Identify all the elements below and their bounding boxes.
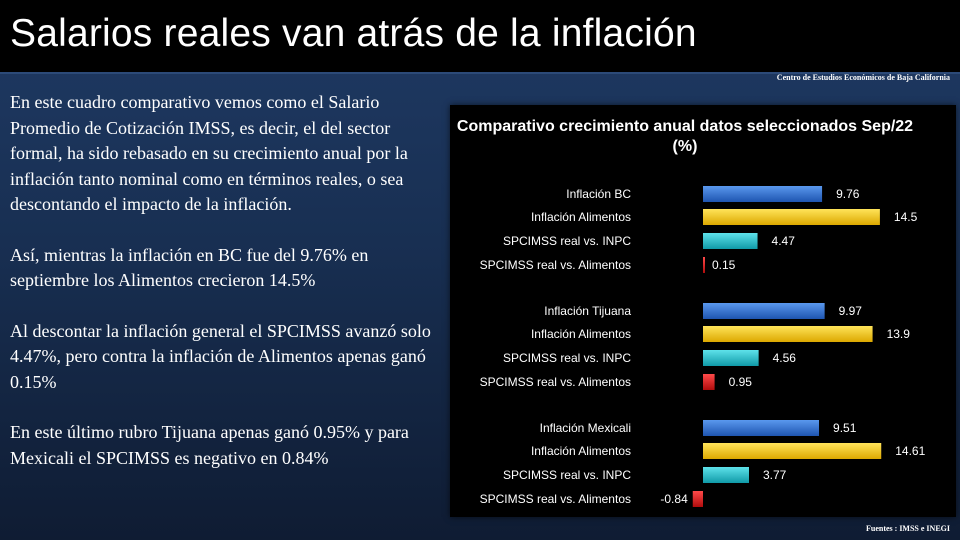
bar (703, 443, 882, 459)
category-label: SPCIMSS real vs. INPC (503, 234, 631, 248)
category-label: Inflación Alimentos (531, 210, 631, 224)
data-label: 9.76 (836, 187, 860, 201)
commentary-paragraph: En este cuadro comparativo vemos como el… (10, 92, 408, 214)
bar (703, 467, 749, 483)
bar (703, 350, 759, 366)
data-label: 0.15 (712, 258, 736, 272)
data-label: 14.61 (895, 444, 925, 458)
bar (703, 233, 758, 249)
commentary-paragraph: Así, mientras la inflación en BC fue del… (10, 244, 369, 291)
source-credit-bottom: Fuentes : IMSS e INEGI (865, 524, 950, 533)
commentary-text: En este cuadro comparativo vemos como el… (10, 90, 435, 496)
category-label: Inflación Alimentos (531, 444, 631, 458)
category-label: SPCIMSS real vs. Alimentos (480, 258, 631, 272)
commentary-paragraph: En este último rubro Tijuana apenas ganó… (10, 422, 409, 468)
bar (703, 303, 825, 319)
data-label: 9.51 (833, 421, 857, 435)
bar (703, 420, 820, 436)
bar (703, 374, 715, 390)
data-label: 3.77 (763, 468, 787, 482)
bar (692, 491, 703, 507)
category-label: SPCIMSS real vs. INPC (503, 468, 631, 482)
category-label: Inflación Alimentos (531, 327, 631, 341)
bar (703, 326, 873, 342)
data-label: 14.5 (894, 210, 918, 224)
category-label: SPCIMSS real vs. INPC (503, 351, 631, 365)
data-label: -0.84 (660, 492, 688, 506)
title-bar: Salarios reales van atrás de la inflació… (0, 0, 960, 74)
category-label: Inflación Tijuana (544, 304, 631, 318)
slide-title: Salarios reales van atrás de la inflació… (10, 12, 697, 55)
data-label: 4.56 (773, 351, 797, 365)
bar (703, 209, 880, 225)
category-label: Inflación BC (566, 187, 631, 201)
category-label: Inflación Mexicali (540, 421, 631, 435)
source-credit-top: Centro de Estudios Económicos de Baja Ca… (776, 73, 950, 82)
data-label: 4.47 (772, 234, 796, 248)
bar (703, 186, 823, 202)
bar (703, 257, 705, 273)
chart-title: Comparativo crecimiento anual datos sele… (456, 118, 914, 155)
data-label: 0.95 (729, 375, 753, 389)
data-label: 13.9 (887, 327, 911, 341)
category-label: SPCIMSS real vs. Alimentos (480, 375, 631, 389)
commentary-paragraph: Al descontar la inflación general el SPC… (10, 320, 431, 392)
data-label: 9.97 (839, 304, 863, 318)
category-label: SPCIMSS real vs. Alimentos (480, 492, 631, 506)
